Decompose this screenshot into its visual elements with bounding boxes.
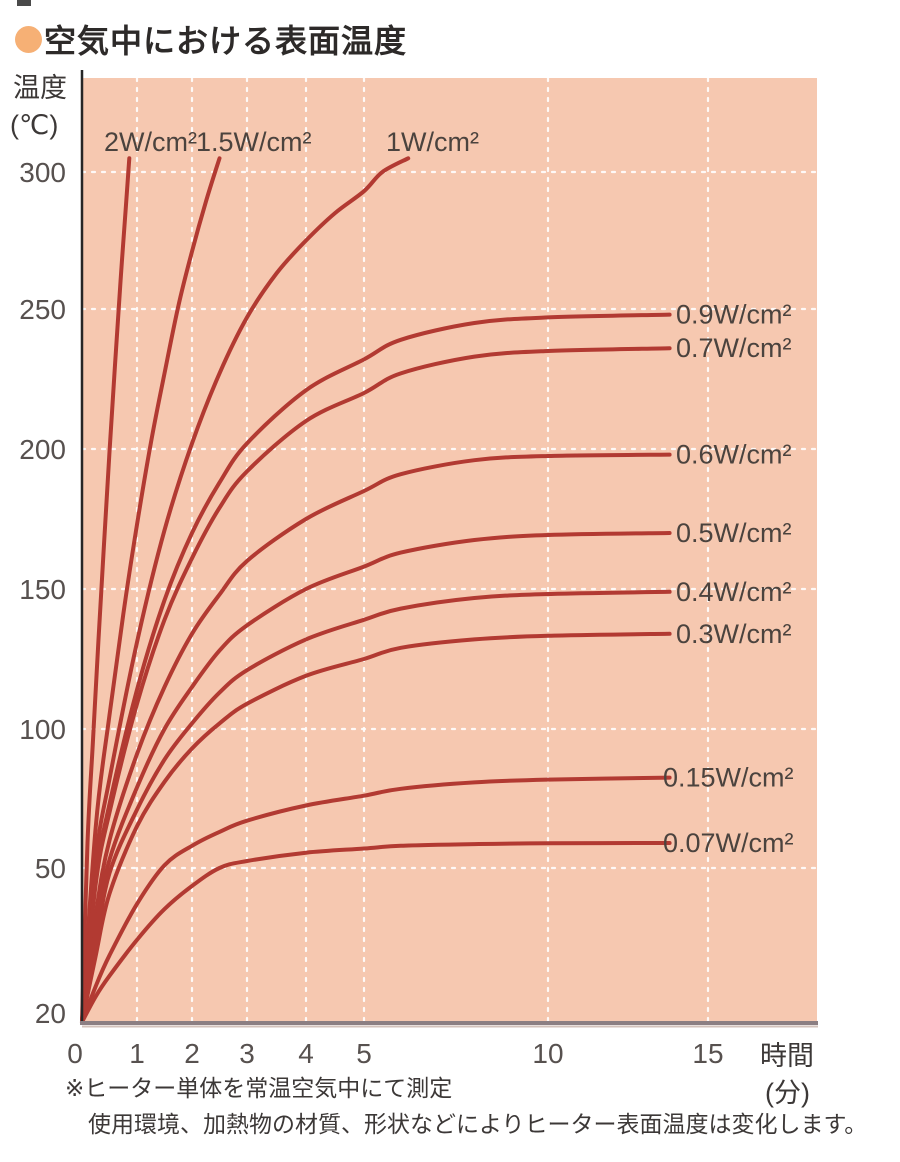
x-axis-unit-line2: (分): [765, 1078, 810, 1108]
y-tick-label: 20: [35, 998, 66, 1029]
curve-0.4W/cm²: [80, 589, 672, 1024]
x-tick-label: 5: [356, 1038, 372, 1069]
series-label-0.9W/cm²: 0.9W/cm²: [676, 300, 792, 330]
curve-0.6W/cm²: [80, 452, 672, 1024]
y-axis-unit-line2: (℃): [10, 110, 59, 140]
y-tick-label: 150: [19, 574, 66, 605]
curve-0.7W/cm²: [80, 346, 672, 1024]
x-tick-label: 4: [298, 1038, 314, 1069]
footnote: ※ヒーター単体を常温空気中にて測定 使用環境、加熱物の材質、形状などによりヒータ…: [65, 1070, 867, 1142]
y-tick-label: 250: [19, 294, 66, 325]
curve-0.07W/cm²: [80, 841, 672, 1024]
curve-0.15W/cm²: [80, 775, 672, 1024]
series-label-0.15W/cm²: 0.15W/cm²: [663, 763, 794, 793]
curve-1.5W/cm²: [80, 156, 222, 1024]
series-label-0.3W/cm²: 0.3W/cm²: [676, 619, 792, 649]
series-label-1W/cm²: 1W/cm²: [386, 127, 479, 157]
series-label-2W/cm²: 2W/cm²: [104, 127, 197, 157]
x-tick-label: 3: [239, 1038, 255, 1069]
x-tick-label: 15: [692, 1038, 723, 1069]
bullet-icon: [15, 26, 42, 53]
x-tick-label: 2: [184, 1038, 200, 1069]
curve-2W/cm²: [80, 156, 132, 1024]
chart-title: 空気中における表面温度: [44, 23, 408, 59]
footnote-line2: 使用環境、加熱物の材質、形状などによりヒーター表面温度は変化します。: [88, 1111, 868, 1137]
series-label-0.7W/cm²: 0.7W/cm²: [676, 333, 792, 363]
series-label-0.4W/cm²: 0.4W/cm²: [676, 577, 792, 607]
plot-background: [82, 78, 817, 1022]
y-axis-unit-line1: 温度: [13, 73, 67, 103]
curve-1W/cm²: [80, 156, 411, 1024]
series-label-0.6W/cm²: 0.6W/cm²: [676, 440, 792, 470]
x-axis-unit-label: 時間 (分): [760, 1038, 814, 1112]
footnote-line1: ※ヒーター単体を常温空気中にて測定: [65, 1075, 453, 1101]
x-tick-label: 1: [129, 1038, 145, 1069]
curve-0.3W/cm²: [80, 631, 672, 1024]
y-axis-unit-label: 温度 (℃): [10, 70, 67, 144]
series-label-0.5W/cm²: 0.5W/cm²: [676, 518, 792, 548]
y-tick-label: 300: [19, 157, 66, 188]
series-label-1.5W/cm²: 1.5W/cm²: [196, 127, 312, 157]
y-tick-label: 100: [19, 714, 66, 745]
gridlines: [80, 76, 819, 1024]
y-tick-label: 200: [19, 434, 66, 465]
tick-labels: 0 1 2 3 4 5 10 15 20 50 100 150 200 250 300: [19, 157, 723, 1069]
series-label-0.07W/cm²: 0.07W/cm²: [663, 828, 794, 858]
y-tick-label: 50: [35, 853, 66, 884]
x-tick-label: 10: [532, 1038, 563, 1069]
scan-crop-artifact: [17, 0, 31, 6]
x-tick-label: 0: [67, 1038, 83, 1069]
series-curves: [80, 156, 672, 1024]
curve-0.5W/cm²: [80, 531, 672, 1024]
x-axis-unit-line1: 時間: [760, 1041, 814, 1071]
